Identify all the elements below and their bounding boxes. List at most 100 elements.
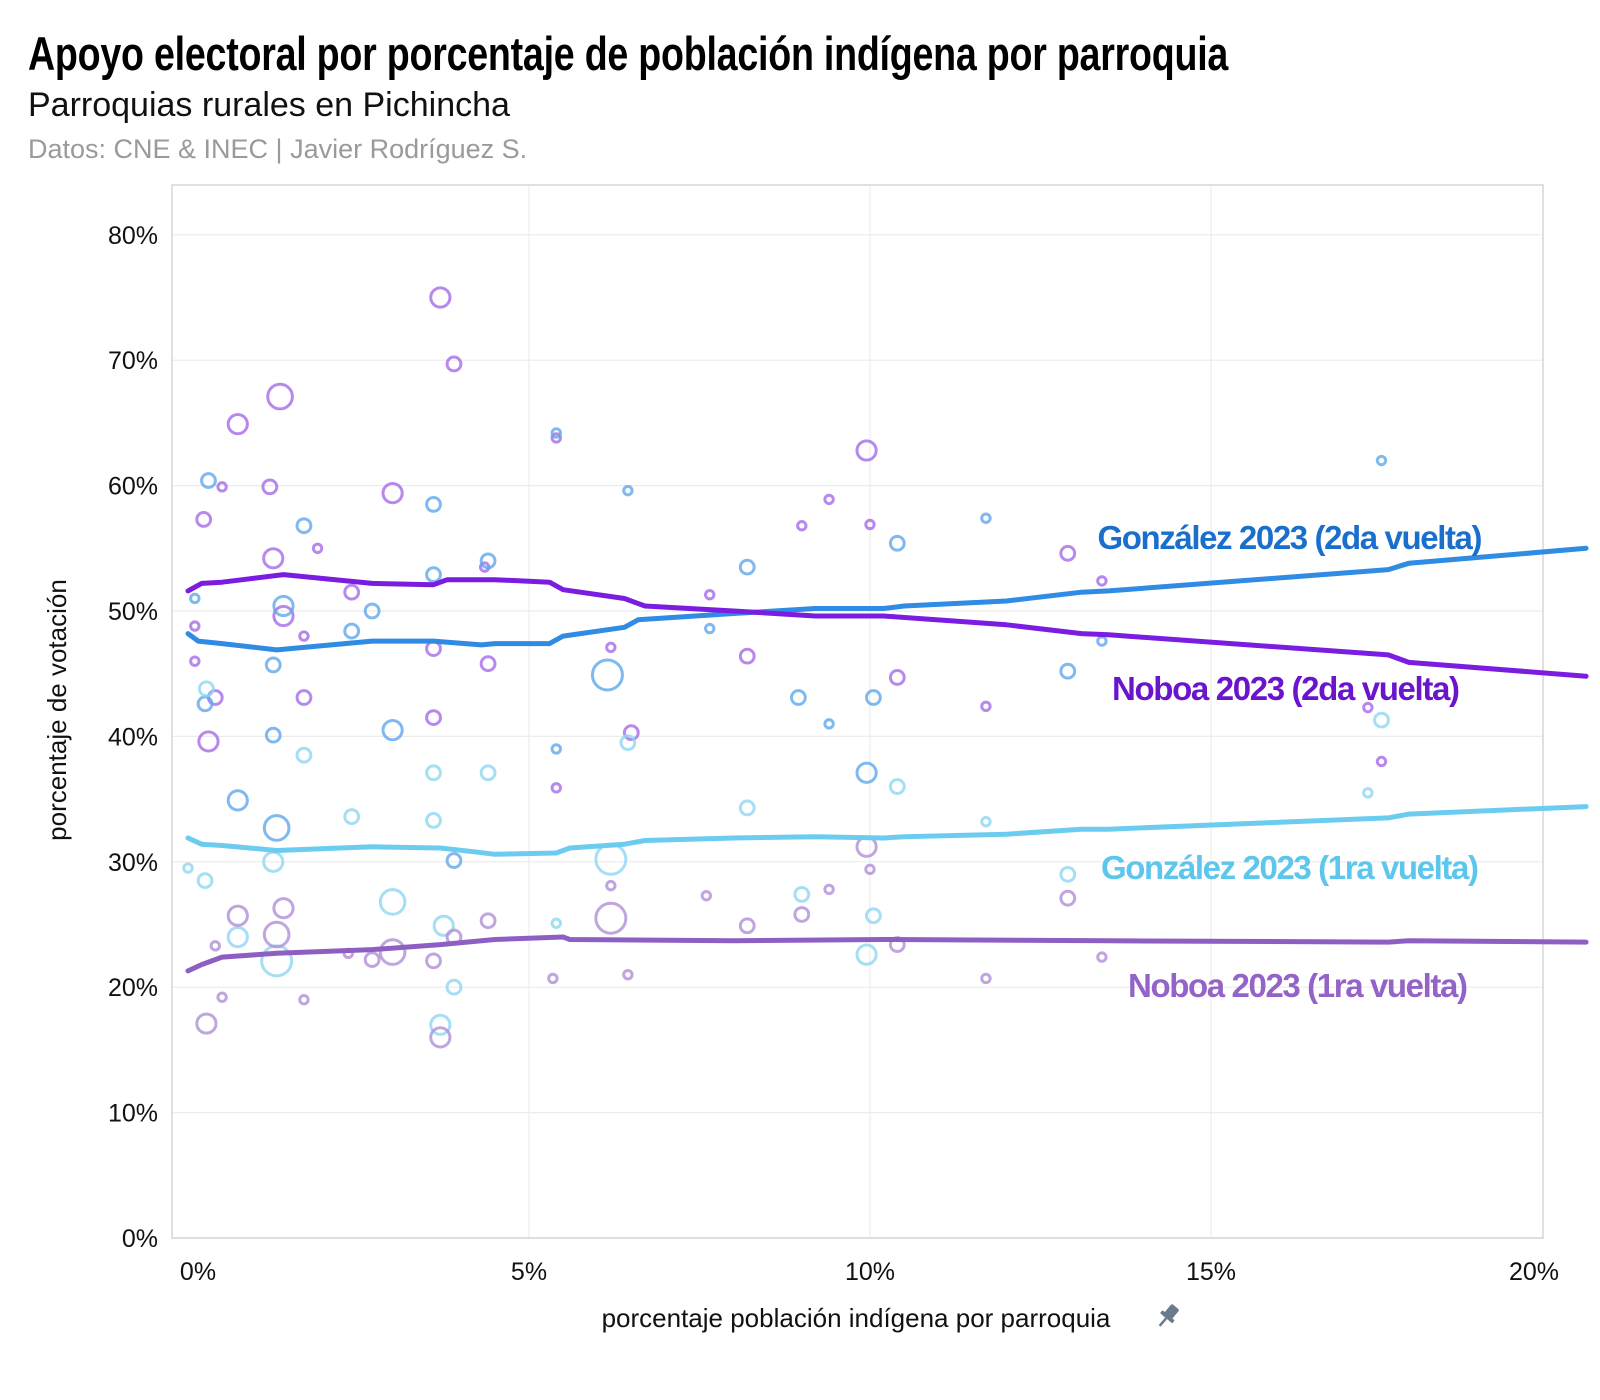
pin-icon[interactable] xyxy=(1154,1302,1182,1331)
y-tick-label: 40% xyxy=(108,723,158,751)
x-tick-label: 5% xyxy=(511,1258,547,1286)
data-point xyxy=(429,1013,452,1036)
data-point xyxy=(550,427,562,439)
x-axis-label: porcentaje población indígena por parroq… xyxy=(602,1303,1111,1333)
data-point xyxy=(550,432,562,444)
data-point xyxy=(378,938,407,966)
data-point xyxy=(1375,454,1388,467)
series-label-gonzalez-1ra: González 2023 (1ra vuelta) xyxy=(1101,849,1479,886)
data-point xyxy=(479,764,497,782)
y-tick-label: 50% xyxy=(108,598,158,626)
y-tick-label: 20% xyxy=(108,974,158,1002)
data-point xyxy=(594,901,628,935)
data-point xyxy=(1059,865,1077,883)
data-point xyxy=(793,886,811,903)
data-point xyxy=(425,812,442,829)
series-line xyxy=(185,545,1589,653)
data-point xyxy=(1096,575,1108,587)
chart-source: Datos: CNE & INEC | Javier Rodríguez S. xyxy=(28,134,528,164)
data-point xyxy=(226,904,249,927)
data-point xyxy=(266,382,294,411)
grid xyxy=(172,185,1543,1239)
data-point xyxy=(295,689,313,706)
data-point xyxy=(619,734,637,752)
data-point xyxy=(425,566,442,584)
y-tick-label: 10% xyxy=(108,1100,158,1128)
data-point xyxy=(980,815,992,828)
series-label-noboa-1ra: Noboa 2023 (1ra vuelta) xyxy=(1128,967,1468,1004)
data-point xyxy=(865,907,882,925)
data-point xyxy=(855,439,878,462)
data-point xyxy=(738,647,756,665)
series-label-noboa-2da: Noboa 2023 (2da vuelta) xyxy=(1112,670,1460,707)
data-point xyxy=(378,888,407,916)
data-point xyxy=(343,808,361,826)
data-point xyxy=(479,655,497,673)
data-point xyxy=(700,889,713,902)
data-point xyxy=(445,978,463,996)
chart-title: Apoyo electoral por porcentaje de poblac… xyxy=(28,27,1229,80)
chart-subtitle: Parroquias rurales en Pichincha xyxy=(28,86,510,124)
data-point xyxy=(381,719,404,742)
data-point xyxy=(272,594,295,618)
data-point xyxy=(864,863,876,876)
data-point xyxy=(738,558,756,576)
data-point xyxy=(262,920,291,949)
data-point xyxy=(738,799,756,817)
data-point xyxy=(1059,662,1077,680)
data-point xyxy=(1373,711,1390,729)
data-point xyxy=(479,552,497,570)
data-point xyxy=(738,917,756,935)
data-point xyxy=(590,658,624,692)
series-line xyxy=(185,572,1589,679)
data-point xyxy=(200,472,217,489)
data-point xyxy=(216,481,228,493)
data-point xyxy=(793,906,811,923)
data-point xyxy=(209,940,221,952)
data-point xyxy=(622,968,634,981)
data-point xyxy=(264,726,282,744)
data-point xyxy=(789,689,807,706)
data-point xyxy=(445,852,463,869)
data-point xyxy=(704,622,716,635)
data-point xyxy=(425,764,442,782)
data-point xyxy=(704,588,716,601)
data-point xyxy=(189,592,201,605)
trend-lines xyxy=(185,545,1589,974)
data-point xyxy=(189,655,201,667)
data-point xyxy=(343,583,361,601)
data-point xyxy=(198,680,215,698)
data-point xyxy=(196,872,214,890)
data-point xyxy=(605,641,617,654)
data-point xyxy=(295,517,313,535)
data-point xyxy=(195,1012,218,1035)
data-point xyxy=(311,542,324,554)
data-point xyxy=(429,286,452,309)
data-point xyxy=(432,914,455,937)
x-axis: 0% 5% 10% 15% 20% xyxy=(180,1258,1559,1286)
data-point xyxy=(272,897,295,920)
data-point xyxy=(855,943,878,966)
data-point xyxy=(226,925,249,949)
data-point xyxy=(260,944,294,978)
data-point xyxy=(1096,951,1108,963)
data-point xyxy=(550,917,562,929)
data-point xyxy=(295,746,313,764)
data-point xyxy=(888,534,906,552)
data-point xyxy=(888,778,906,795)
data-point xyxy=(1362,701,1374,714)
data-point xyxy=(479,912,497,930)
series-label-gonzalez-2da: González 2023 (2da vuelta) xyxy=(1098,519,1483,556)
data-point xyxy=(381,482,404,505)
data-point xyxy=(261,478,279,496)
y-tick-label: 0% xyxy=(122,1225,158,1253)
x-tick-label: 0% xyxy=(180,1258,216,1286)
data-point xyxy=(363,602,381,620)
y-tick-label: 80% xyxy=(108,222,158,250)
series-line xyxy=(185,804,1589,857)
data-point xyxy=(796,520,808,532)
x-tick-label: 15% xyxy=(1186,1258,1236,1286)
data-point xyxy=(264,656,282,674)
data-point xyxy=(197,730,220,753)
data-point xyxy=(823,718,835,730)
